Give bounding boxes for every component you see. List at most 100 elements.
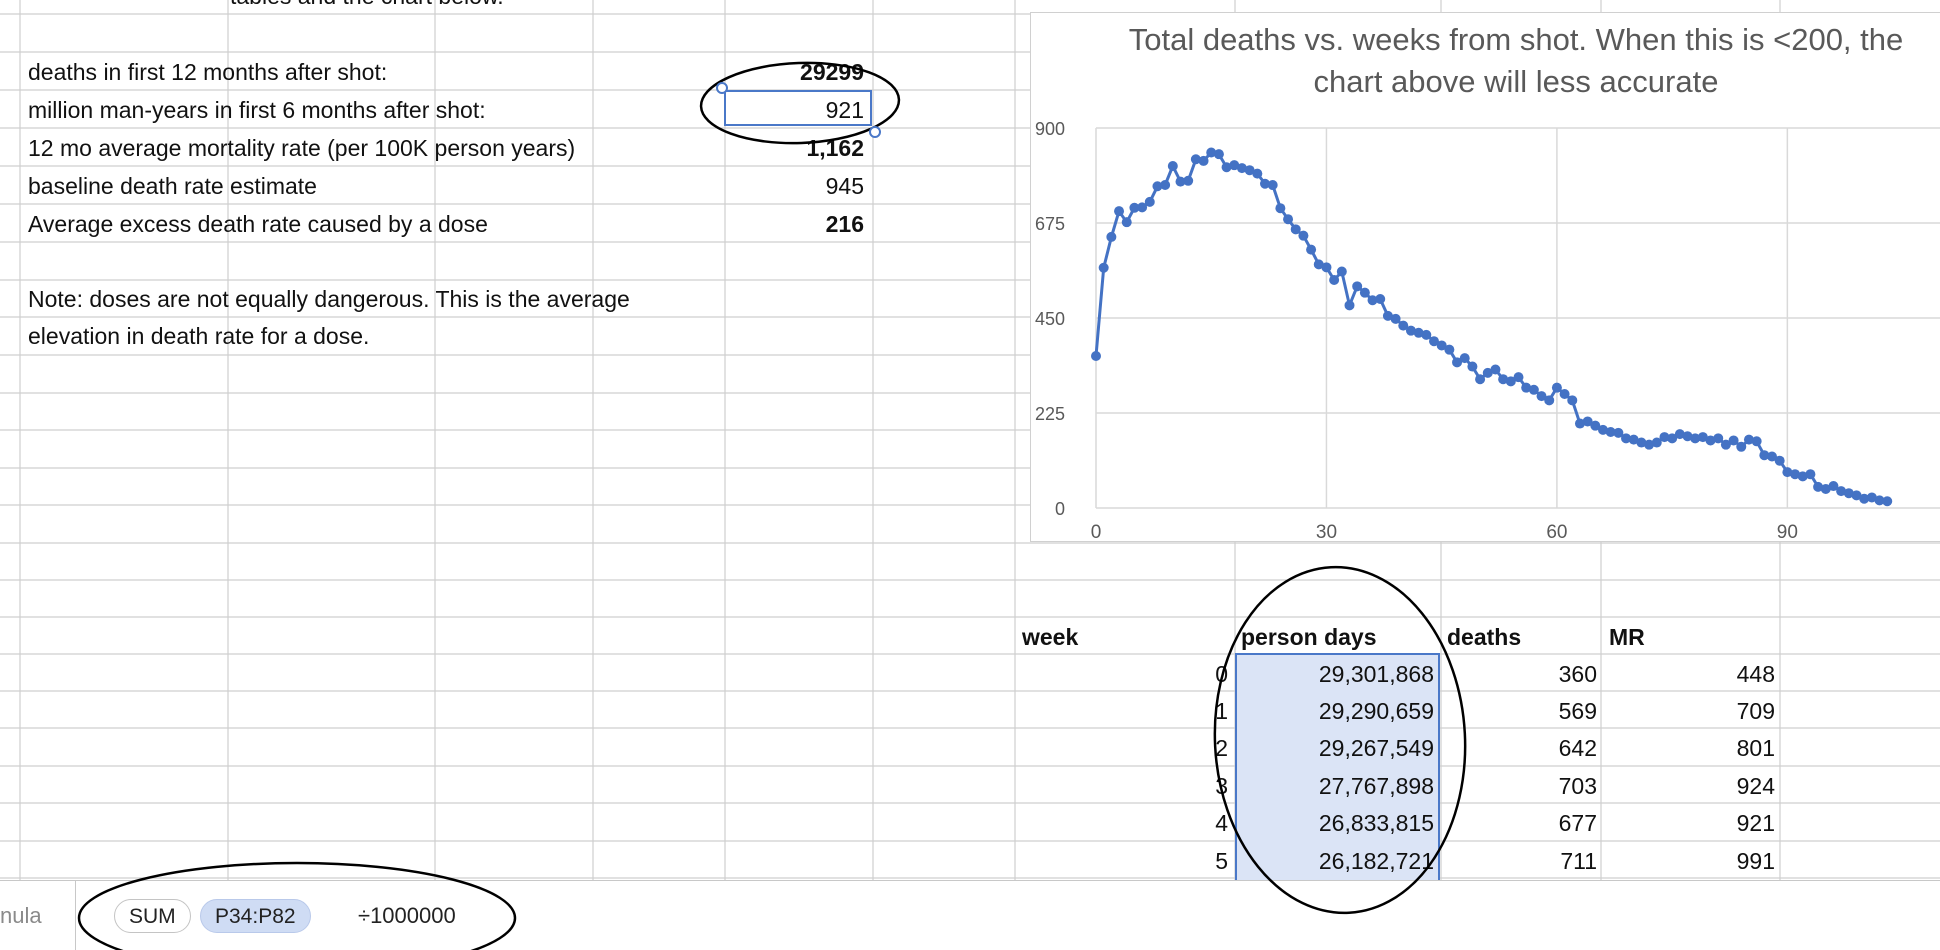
chart-point — [1152, 181, 1163, 192]
table-row-deaths[interactable]: 703 — [1558, 773, 1597, 799]
chart-point — [1190, 154, 1201, 165]
chart-point — [1774, 455, 1785, 466]
chart-point — [1713, 433, 1724, 444]
table-row-deaths[interactable]: 642 — [1558, 735, 1597, 761]
chart-point — [1598, 424, 1608, 435]
chart-point — [1198, 155, 1209, 166]
chart-point — [1306, 244, 1317, 255]
table-row-week[interactable]: 0 — [1215, 661, 1228, 687]
chart-point — [1636, 437, 1647, 448]
chart-point — [1229, 160, 1240, 171]
table-row-person-days[interactable]: 27,767,898 — [1318, 773, 1434, 799]
chart-point — [1843, 488, 1854, 499]
summary-value-deaths-12mo[interactable]: 29299 — [800, 59, 864, 85]
table-row-deaths[interactable]: 711 — [1560, 848, 1597, 874]
header-deaths[interactable]: deaths — [1447, 624, 1522, 650]
header-mr[interactable]: MR — [1609, 624, 1645, 650]
chart-y-tick-label: 450 — [1035, 309, 1065, 329]
summary-value-million-man-years[interactable]: 921 — [825, 97, 864, 123]
table-row-person-days[interactable]: 26,833,815 — [1318, 810, 1434, 836]
table-row-person-days[interactable]: 29,301,868 — [1318, 661, 1434, 687]
chart-point — [1290, 224, 1301, 235]
note-line-1[interactable]: Note: doses are not equally dangerous. T… — [28, 286, 630, 312]
note-line-2[interactable]: elevation in death rate for a dose. — [28, 323, 370, 349]
chart-point — [1621, 433, 1632, 444]
chart-point — [1613, 427, 1624, 438]
chart-point — [1375, 294, 1386, 304]
chart-point — [1536, 391, 1547, 402]
chart-point — [1874, 495, 1885, 506]
chart-point — [1498, 374, 1509, 385]
chart-point — [1690, 433, 1701, 444]
table-row-person-days[interactable]: 29,267,549 — [1318, 735, 1434, 761]
chart-point — [1605, 427, 1616, 437]
chart-point — [1275, 203, 1286, 214]
chart-point — [1405, 325, 1416, 336]
chart-point — [1244, 165, 1255, 176]
summary-top-fragment: tables and the chart below. — [230, 0, 504, 14]
table-row-week[interactable]: 2 — [1215, 735, 1228, 761]
chart-x-tick-label: 0 — [1091, 522, 1102, 543]
chart-point — [1421, 329, 1432, 340]
chart-x-tick-label: 30 — [1316, 522, 1337, 543]
chart-point — [1367, 295, 1378, 306]
table-row-week[interactable]: 1 — [1215, 698, 1228, 724]
chart-point — [1091, 351, 1101, 361]
chart-point — [1582, 416, 1593, 427]
table-row-mr[interactable]: 709 — [1736, 698, 1775, 724]
table-row-mr[interactable]: 921 — [1736, 810, 1775, 836]
chart-x-tick-label: 90 — [1777, 522, 1798, 543]
chart-point — [1137, 202, 1148, 213]
table-row-mr[interactable]: 991 — [1736, 848, 1775, 874]
summary-label-mortality-rate[interactable]: 12 mo average mortality rate (per 100K p… — [28, 135, 576, 161]
table-row-mr[interactable]: 924 — [1736, 773, 1775, 799]
chart-point — [1820, 484, 1831, 494]
table-row-person-days[interactable]: 29,290,659 — [1318, 698, 1434, 724]
summary-label-million-man-years[interactable]: million man-years in first 6 months afte… — [28, 97, 486, 123]
chart-point — [1490, 364, 1501, 375]
chart-y-tick-label: 0 — [1055, 499, 1065, 519]
chart-point — [1336, 266, 1347, 277]
chart-point — [1790, 469, 1801, 480]
chart-point — [1513, 372, 1524, 383]
table-row-week[interactable]: 5 — [1215, 848, 1228, 874]
chart-x-tick-label: 60 — [1546, 522, 1567, 543]
summary-label-baseline[interactable]: baseline death rate estimate — [28, 173, 317, 199]
chart-point — [1743, 434, 1754, 445]
table-row-person-days[interactable]: 26,182,721 — [1318, 848, 1434, 874]
chart-y-tick-label: 675 — [1035, 214, 1065, 234]
chart-point — [1390, 313, 1401, 324]
chart-point — [1298, 230, 1309, 241]
chart-point — [1144, 196, 1155, 207]
chart-point — [1521, 382, 1532, 393]
table-row-deaths[interactable]: 360 — [1558, 661, 1597, 687]
table-row-week[interactable]: 4 — [1215, 810, 1228, 836]
chart-title: Total deaths vs. weeks from shot. When t… — [1128, 22, 1904, 99]
formula-operator-token[interactable]: ÷1000000 — [358, 903, 456, 928]
table-row-deaths[interactable]: 569 — [1558, 698, 1597, 724]
chart-point — [1267, 180, 1278, 190]
chart-point — [1551, 382, 1562, 393]
formula-range-token[interactable]: P34:P82 — [200, 899, 311, 933]
summary-label-excess[interactable]: Average excess death rate caused by a do… — [28, 211, 488, 237]
chart-point — [1482, 367, 1493, 378]
summary-value-mortality-rate[interactable]: 1,162 — [806, 135, 864, 161]
formula-function-token[interactable]: SUM — [114, 899, 191, 933]
chart-point — [1836, 486, 1847, 497]
chart-point — [1329, 275, 1340, 285]
table-row-week[interactable]: 3 — [1215, 773, 1228, 799]
summary-value-excess[interactable]: 216 — [825, 211, 864, 237]
chart-container[interactable]: Total deaths vs. weeks from shot. When t… — [1030, 12, 1940, 543]
chart-point — [1528, 384, 1539, 395]
chart-point — [1429, 336, 1439, 347]
chart-point — [1121, 217, 1132, 228]
header-week[interactable]: week — [1022, 624, 1079, 650]
chart-point — [1805, 469, 1816, 480]
chart-point — [1213, 149, 1224, 160]
summary-value-baseline[interactable]: 945 — [825, 173, 864, 199]
summary-label-deaths-12mo[interactable]: deaths in first 12 months after shot: — [28, 59, 388, 85]
table-row-mr[interactable]: 448 — [1736, 661, 1775, 687]
header-person-days[interactable]: person days — [1241, 624, 1377, 650]
table-row-deaths[interactable]: 677 — [1558, 810, 1597, 836]
table-row-mr[interactable]: 801 — [1736, 735, 1775, 761]
